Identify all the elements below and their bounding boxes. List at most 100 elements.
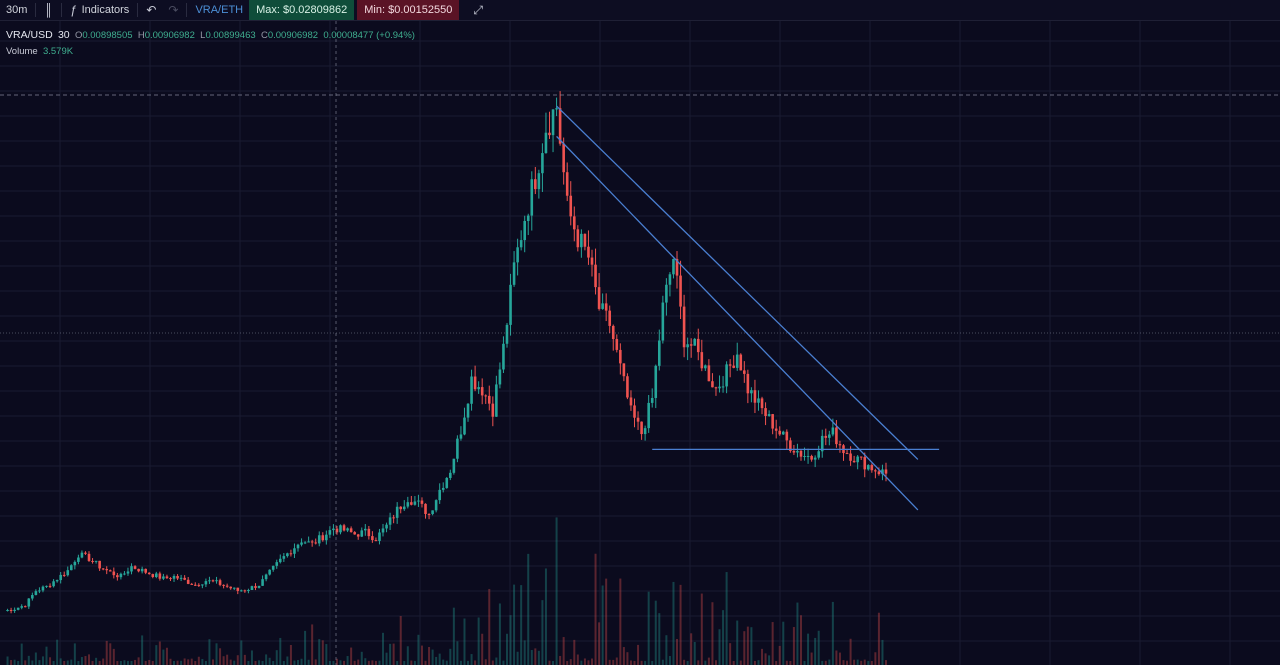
candle-body: [431, 510, 434, 515]
top-toolbar: 30m ║ ƒ Indicators ↶ ↷ VRA/ETH Max: $0.02…: [0, 0, 1280, 21]
volume-bar: [20, 643, 23, 665]
candle-body: [859, 456, 863, 458]
candle-body: [771, 414, 774, 429]
candle-body: [123, 573, 126, 575]
volume-bar: [353, 660, 356, 665]
chart-type-button[interactable]: ║: [38, 0, 59, 20]
candle-body: [863, 457, 867, 470]
volume-bar: [162, 649, 165, 665]
candle-body: [105, 568, 109, 571]
volume-bar: [612, 659, 615, 665]
max-price-badge: Max: $0.02809862: [249, 0, 355, 20]
volume-bar: [250, 650, 253, 665]
volume-bar: [279, 637, 282, 665]
volume-bar: [325, 644, 328, 665]
candle-body: [335, 528, 339, 533]
candle-body: [193, 584, 197, 586]
volume-bar: [782, 621, 785, 665]
volume-bar: [566, 660, 569, 665]
volume-bar: [261, 660, 264, 665]
volume-bar: [49, 657, 52, 665]
volume-bar: [867, 660, 870, 665]
candle-body: [813, 457, 817, 460]
candle-body: [332, 528, 335, 531]
volume-bar: [860, 660, 863, 665]
toolbar-divider: [186, 3, 188, 17]
candle-body: [700, 352, 704, 369]
volume-bar: [98, 660, 101, 665]
volume-bar: [459, 660, 462, 665]
candle-body: [41, 586, 45, 591]
candle-body: [94, 560, 98, 562]
candle-body: [881, 469, 884, 475]
volume-bar: [144, 660, 147, 665]
volume-bar: [13, 659, 16, 665]
volume-bar: [180, 660, 183, 665]
candle-body: [526, 215, 530, 221]
candle-body: [477, 387, 480, 390]
volume-bar: [768, 655, 771, 665]
volume-bar: [236, 655, 239, 665]
volume-bar: [626, 652, 629, 665]
lower-descending-trendline: [556, 135, 919, 511]
volume-bar: [382, 632, 385, 665]
volume-bar: [761, 648, 764, 665]
volume-bar: [467, 660, 470, 665]
candle-body: [66, 570, 70, 576]
candle-body: [346, 528, 349, 531]
candle-body: [463, 417, 466, 435]
candle-body: [456, 438, 459, 459]
candle-body: [828, 434, 831, 438]
volume-bar: [109, 643, 112, 665]
price-chart[interactable]: [0, 21, 1280, 665]
candle-body: [619, 349, 622, 364]
candle-body: [555, 108, 558, 110]
candlestick-icon: ║: [44, 3, 53, 17]
volume-bar: [647, 591, 650, 665]
candle-body: [487, 395, 491, 404]
volume-bar: [637, 644, 640, 665]
candle-body: [215, 580, 218, 582]
volume-bar: [424, 660, 427, 665]
candle-body: [151, 574, 155, 578]
candle-body: [870, 465, 874, 471]
candle-body: [278, 558, 282, 563]
volume-bar: [672, 581, 675, 665]
candle-body: [126, 571, 130, 574]
volume-bar: [45, 646, 48, 665]
candle-body: [541, 153, 544, 174]
volume-bar: [598, 622, 601, 665]
candle-body: [87, 553, 91, 561]
volume-bar: [346, 656, 349, 665]
candle-body: [378, 532, 381, 541]
volume-bar: [534, 648, 537, 665]
low-key: L: [200, 30, 206, 41]
interval-button[interactable]: 30m: [0, 0, 33, 20]
volume-bar: [410, 660, 413, 665]
candles: [6, 91, 888, 614]
candle-body: [877, 471, 881, 475]
candle-body: [597, 287, 601, 309]
candle-body: [427, 514, 431, 516]
change-value: 0.00008477 (+0.94%): [323, 30, 415, 41]
volume-bar: [559, 655, 562, 665]
candle-body: [611, 325, 615, 340]
volume-bar: [690, 633, 693, 665]
volume-bar: [360, 651, 363, 665]
compare-pair-link[interactable]: VRA/ETH: [189, 0, 249, 20]
indicators-button[interactable]: ƒ Indicators: [64, 0, 135, 20]
volume-bar: [66, 660, 69, 665]
fullscreen-button[interactable]: ⤢: [467, 0, 489, 20]
redo-button[interactable]: ↷: [162, 0, 184, 20]
volume-bar: [165, 647, 168, 665]
volume-value: 3.579K: [42, 46, 74, 57]
candle-body: [711, 381, 714, 388]
volume-bar: [817, 630, 820, 665]
toolbar-divider: [60, 3, 62, 17]
upper-descending-trendline: [556, 105, 919, 460]
volume-bar: [530, 649, 533, 665]
undo-button[interactable]: ↶: [140, 0, 162, 20]
candle-body: [38, 590, 41, 592]
candle-body: [654, 365, 658, 398]
pair-label: VRA/ETH: [195, 4, 244, 16]
